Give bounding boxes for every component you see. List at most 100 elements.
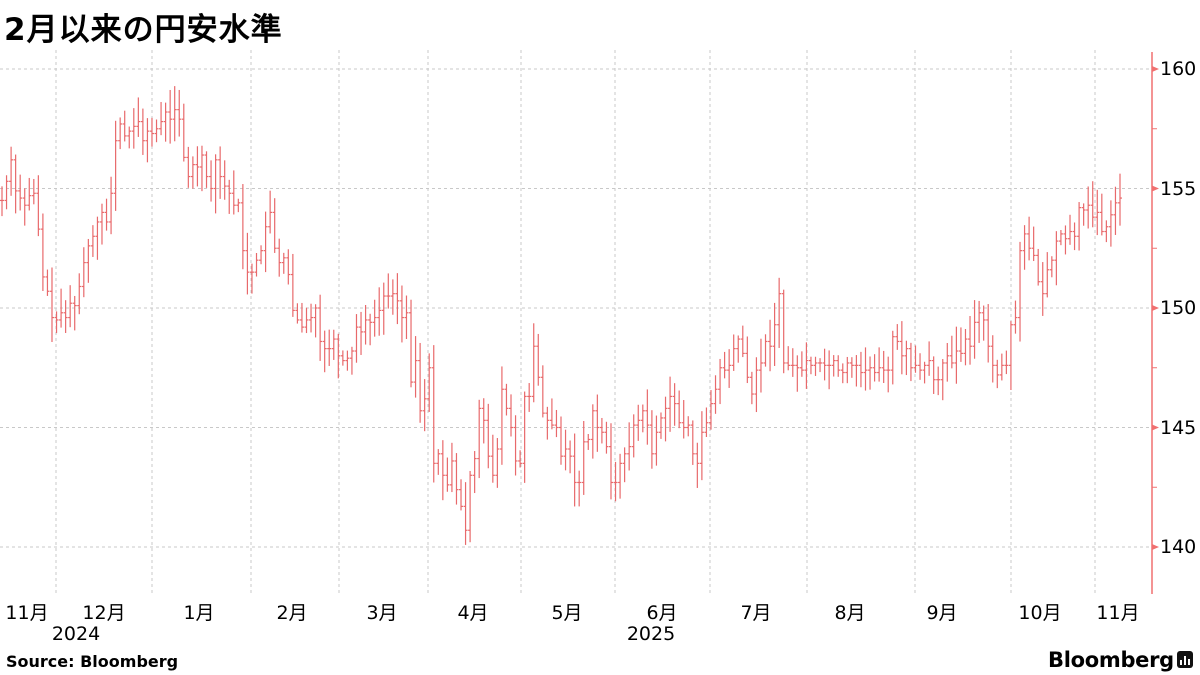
ohlc-bar (281, 252, 286, 274)
ohlc-bar (268, 190, 273, 234)
ohlc-bar (118, 117, 123, 150)
ohlc-bar (718, 358, 723, 405)
ohlc-bar (1018, 241, 1023, 342)
ohlc-bar (318, 294, 323, 361)
ohlc-bar (0, 186, 4, 217)
ohlc-bar (22, 188, 27, 226)
ohlc-bar (136, 97, 141, 137)
y-tick-marker (1152, 185, 1159, 192)
ohlc-bar (1113, 186, 1118, 235)
ohlc-bar (581, 420, 586, 495)
ohlc-bar (31, 178, 36, 205)
ohlc-bar (836, 355, 841, 377)
ohlc-bar (840, 363, 845, 384)
ohlc-bar (222, 160, 227, 200)
ohlc-bar (327, 329, 332, 366)
ohlc-bar (1095, 189, 1100, 236)
ohlc-bar (1054, 231, 1059, 286)
ohlc-bar (1072, 222, 1077, 251)
ohlc-bar (295, 303, 300, 324)
ohlc-bar (454, 453, 459, 505)
y-tick-label: 155 (1160, 177, 1197, 200)
ohlc-bar (27, 177, 32, 211)
bloomberg-chart-icon (1177, 651, 1193, 668)
ohlc-bar (590, 404, 595, 459)
ohlc-bar (422, 379, 427, 432)
ohlc-bar (599, 417, 604, 444)
x-tick-label: 9月 (926, 602, 958, 624)
ohlc-bar (627, 422, 632, 471)
ohlc-bar (863, 347, 868, 391)
ohlc-bar (999, 353, 1004, 381)
ohlc-bar (1036, 248, 1041, 286)
ohlc-bar (1045, 252, 1050, 298)
x-year-label: 2024 (51, 623, 101, 645)
ohlc-bar (1022, 225, 1027, 270)
ohlc-bar (908, 342, 913, 382)
ohlc-bar (645, 389, 650, 445)
x-tick-label: 4月 (457, 602, 489, 624)
ohlc-bar (1027, 216, 1032, 261)
ohlc-bar (808, 356, 813, 375)
y-tick-label: 145 (1160, 416, 1197, 439)
ohlc-bar (413, 336, 418, 398)
ohlc-bar (1104, 220, 1109, 243)
ohlc-bar (618, 453, 623, 499)
ohlc-bar (377, 287, 382, 336)
ohlc-bar (445, 457, 450, 492)
ohlc-bar (54, 311, 59, 334)
ohlc-bar (690, 420, 695, 465)
ohlc-bar (622, 447, 627, 483)
ohlc-bar (359, 311, 364, 355)
ohlc-bar (372, 299, 377, 337)
ohlc-bar (786, 346, 791, 371)
ohlc-bar (858, 351, 863, 388)
ohlc-bar (472, 451, 477, 494)
ohlc-bar (572, 433, 577, 507)
ohlc-bar (663, 396, 668, 442)
ohlc-bar (304, 307, 309, 334)
ohlc-bar (354, 314, 359, 363)
ohlc-bar (218, 146, 223, 199)
ohlc-bar (340, 350, 345, 366)
ohlc-bar (886, 356, 891, 393)
ohlc-bar (13, 154, 18, 214)
ohlc-bar (240, 184, 245, 270)
ohlc-bar (363, 305, 368, 345)
ohlc-bar (386, 273, 391, 309)
ohlc-bar (63, 300, 68, 333)
ohlc-bar (790, 348, 795, 377)
ohlc-bar (649, 410, 654, 469)
ohlc-bar (545, 406, 550, 440)
ohlc-bar (554, 409, 559, 438)
ohlc-bar (922, 361, 927, 384)
ohlc-bar (490, 434, 495, 483)
ohlc-bar (399, 285, 404, 343)
ohlc-bar (604, 421, 609, 454)
x-tick-label: 7月 (740, 602, 772, 624)
ohlc-bar (349, 346, 354, 375)
ohlc-bar (1077, 202, 1082, 251)
ohlc-bar (127, 126, 132, 149)
ohlc-bar (631, 414, 636, 458)
ohlc-bar (177, 89, 182, 137)
ohlc-bar (4, 175, 9, 210)
ohlc-bar (81, 247, 86, 298)
ohlc-bar (559, 416, 563, 465)
ohlc-bar (1108, 200, 1113, 247)
ohlc-bar (236, 198, 241, 213)
ohlc-bar (777, 277, 782, 348)
ohlc-bar (1008, 321, 1013, 390)
ohlc-bar (77, 273, 82, 315)
ohlc-bar (845, 356, 850, 384)
ohlc-bar (90, 225, 95, 257)
ohlc-bar (159, 102, 164, 136)
ohlc-bar (209, 160, 214, 202)
ohlc-bar (531, 323, 536, 403)
ohlc-bar (440, 440, 445, 501)
ohlc-bar (463, 482, 468, 545)
ohlc-bar (449, 442, 454, 493)
ohlc-bar (1004, 350, 1009, 375)
ohlc-bar (9, 146, 14, 196)
ohlc-bar (890, 330, 895, 385)
